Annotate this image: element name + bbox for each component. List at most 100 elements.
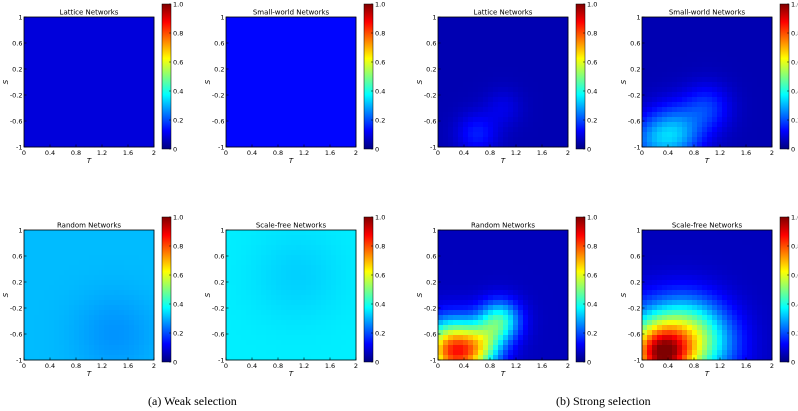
- heatmap-cell: [251, 62, 257, 68]
- heatmap-cell: [533, 355, 539, 361]
- heatmap-cell: [276, 285, 282, 291]
- heatmap-cell: [682, 142, 688, 148]
- heatmap-cell: [119, 310, 125, 316]
- heatmap-cell: [346, 230, 352, 236]
- heatmap-cell: [139, 142, 145, 148]
- heatmap-cell: [321, 350, 327, 356]
- heatmap-cell: [276, 92, 282, 98]
- heatmap-cell: [256, 315, 262, 321]
- heatmap-cell: [742, 57, 748, 63]
- heatmap-cell: [473, 350, 479, 356]
- heatmap-cell: [84, 42, 90, 48]
- heatmap-cell: [271, 47, 277, 53]
- heatmap-cell: [478, 137, 484, 143]
- colorbar-tick-label: 0.4: [173, 87, 183, 95]
- heatmap-cell: [513, 250, 519, 256]
- heatmap-cell: [246, 112, 252, 118]
- heatmap-cell: [326, 350, 332, 356]
- heatmap-cell: [311, 335, 317, 341]
- heatmap-cell: [119, 52, 125, 58]
- heatmap-cell: [79, 112, 85, 118]
- heatmap-cell: [321, 97, 327, 103]
- heatmap-cell: [326, 255, 332, 261]
- heatmap-cell: [707, 17, 713, 23]
- heatmap-cell: [119, 137, 125, 143]
- heatmap-cell: [44, 97, 50, 103]
- heatmap-cell: [104, 230, 110, 236]
- heatmap-cell: [109, 345, 115, 351]
- heatmap-cell: [331, 315, 337, 321]
- heatmap-cell: [316, 290, 322, 296]
- heatmap-cell: [129, 230, 135, 236]
- heatmap-cell: [301, 340, 307, 346]
- heatmap-cell: [732, 102, 738, 108]
- heatmap-cell: [246, 245, 252, 251]
- heatmap-cell: [448, 285, 454, 291]
- heatmap-cell: [498, 235, 504, 241]
- heatmap-cell: [236, 37, 242, 43]
- heatmap-cell: [306, 320, 312, 326]
- heatmap-cell: [286, 330, 292, 336]
- heatmap-cell: [667, 112, 673, 118]
- heatmap-cell: [747, 22, 753, 28]
- heatmap-cell: [29, 72, 35, 78]
- heatmap-cell: [488, 107, 494, 113]
- heatmap-cell: [518, 230, 524, 236]
- heatmap-cell: [104, 320, 110, 326]
- heatmap-cell: [443, 72, 449, 78]
- heatmap-cell: [94, 275, 100, 281]
- heatmap-cell: [109, 240, 115, 246]
- y-tick-label: -0.2: [212, 304, 225, 312]
- heatmap-cell: [513, 62, 519, 68]
- heatmap-cell: [34, 320, 40, 326]
- heatmap-cell: [316, 350, 322, 356]
- heatmap-cell: [351, 240, 357, 246]
- heatmap-cell: [336, 355, 342, 361]
- heatmap-cell: [271, 295, 277, 301]
- heatmap-cell: [94, 265, 100, 271]
- heatmap-cell: [306, 255, 312, 261]
- heatmap-cell: [538, 22, 544, 28]
- heatmap-cell: [652, 37, 658, 43]
- heatmap-cell: [119, 300, 125, 306]
- heatmap-cell: [301, 295, 307, 301]
- heatmap-cell: [281, 355, 287, 361]
- heatmap-cell: [336, 127, 342, 133]
- heatmap-cell: [64, 240, 70, 246]
- heatmap-cell: [104, 77, 110, 83]
- heatmap-cell: [316, 82, 322, 88]
- heatmap-cell: [722, 97, 728, 103]
- heatmap-cell: [286, 285, 292, 291]
- heatmap-cell: [652, 97, 658, 103]
- heatmap-cell: [488, 67, 494, 73]
- heatmap-cell: [732, 52, 738, 58]
- heatmap-cell: [49, 330, 55, 336]
- heatmap-cell: [722, 112, 728, 118]
- heatmap-cell: [443, 17, 449, 23]
- heatmap-cell: [241, 345, 247, 351]
- heatmap-cell: [657, 37, 663, 43]
- heatmap-cell: [528, 22, 534, 28]
- heatmap-cell: [246, 270, 252, 276]
- heatmap-cell: [553, 230, 559, 236]
- heatmap-cell: [508, 47, 514, 53]
- heatmap-cell: [39, 265, 45, 271]
- heatmap-cell: [109, 27, 115, 33]
- heatmap-cell: [256, 137, 262, 143]
- heatmap-cell: [438, 275, 444, 281]
- heatmap-cell: [311, 265, 317, 271]
- x-tick-label: 2: [152, 149, 156, 157]
- heatmap-cell: [231, 325, 237, 331]
- heatmap-cell: [321, 300, 327, 306]
- heatmap-cell: [652, 117, 658, 123]
- heatmap-cell: [251, 325, 257, 331]
- heatmap-cell: [767, 107, 773, 113]
- heatmap-cell: [64, 142, 70, 148]
- heatmap-cell: [311, 52, 317, 58]
- y-tick-label: -1: [218, 143, 224, 151]
- heatmap-cell: [34, 345, 40, 351]
- heatmap-cell: [458, 42, 464, 48]
- heatmap-cell: [24, 92, 30, 98]
- heatmap-cell: [523, 57, 529, 63]
- heatmap-cell: [508, 295, 514, 301]
